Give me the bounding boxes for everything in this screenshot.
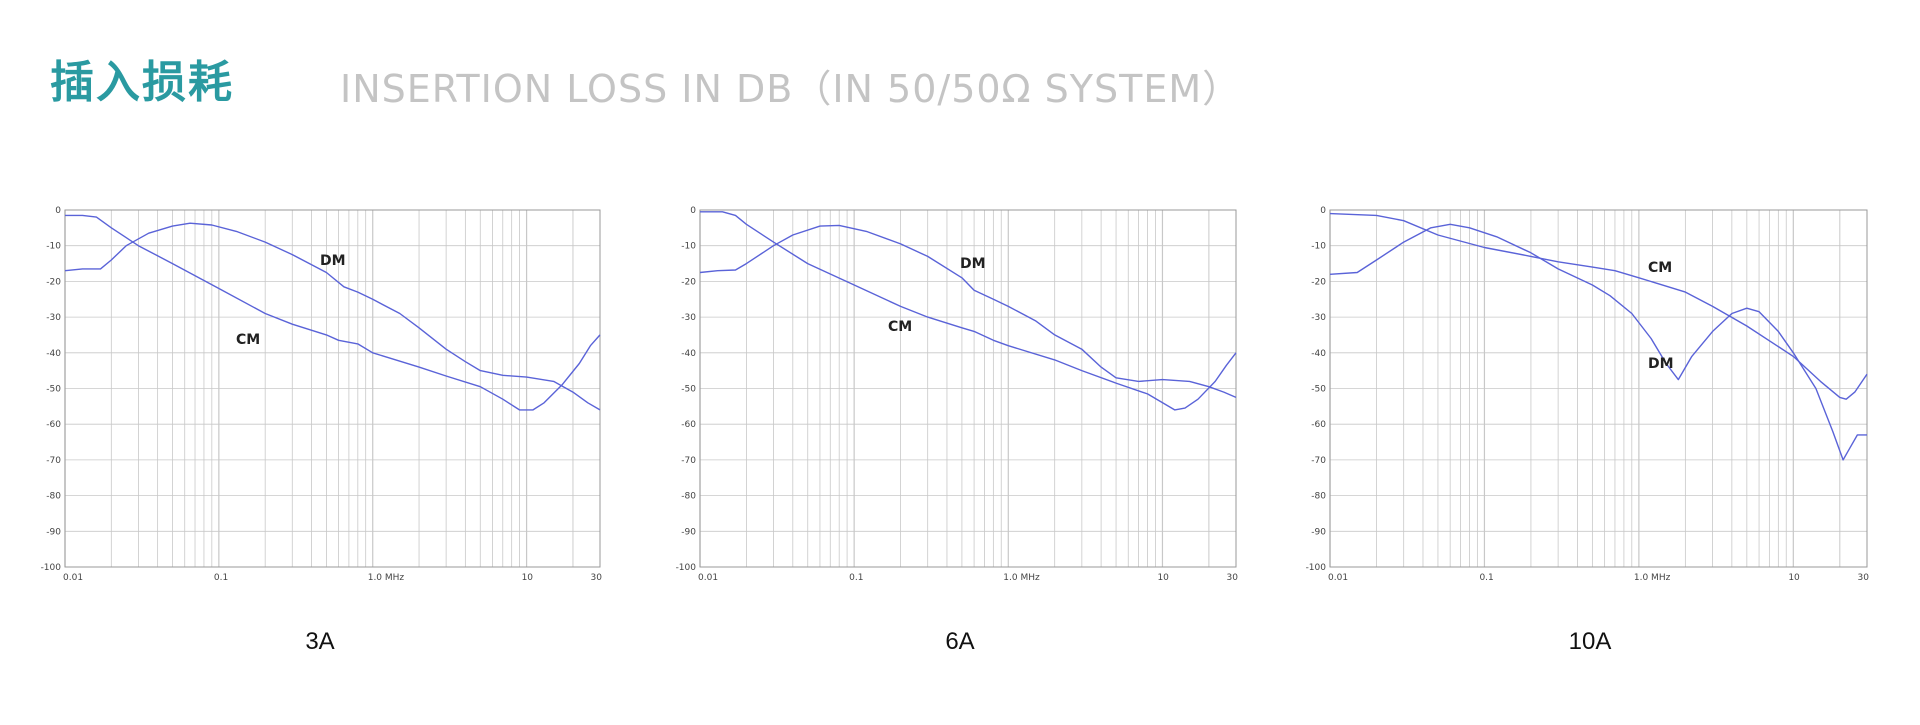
x-tick-label: 30 (1227, 573, 1239, 583)
plot-frame (64, 209, 601, 568)
y-tick-label: -100 (676, 563, 697, 573)
y-tick-label: -50 (1311, 385, 1326, 395)
y-tick-label: -100 (41, 563, 62, 573)
x-tick-label: 0.01 (63, 573, 83, 583)
y-tick-label: -20 (681, 277, 696, 287)
series-label-dm: DM (960, 256, 986, 272)
x-tick-label: 1.0 MHz (1634, 573, 1671, 583)
y-tick-label: -60 (1311, 420, 1326, 430)
y-tick-label: -50 (46, 385, 61, 395)
plot-frame (1329, 209, 1868, 568)
x-tick-label: 10 (1788, 573, 1800, 583)
y-tick-label: -70 (46, 456, 61, 466)
series-label-cm: CM (1648, 260, 1672, 276)
x-tick-label: 0.01 (1328, 573, 1348, 583)
y-tick-label: -100 (1306, 563, 1327, 573)
y-tick-label: -50 (681, 385, 696, 395)
x-tick-label: 10 (522, 573, 534, 583)
y-tick-label: 0 (1320, 206, 1326, 216)
y-tick-label: -60 (681, 420, 696, 430)
x-tick-label: 1.0 MHz (368, 573, 405, 583)
series-line-cm (700, 211, 1237, 411)
x-tick-label: 1.0 MHz (1003, 573, 1040, 583)
chart-caption-3a: 3A (305, 628, 335, 655)
y-tick-label: -40 (681, 349, 696, 359)
y-tick-label: -10 (681, 242, 696, 252)
series-line-cm (1329, 212, 1868, 400)
chart-caption-6a: 6A (945, 628, 975, 655)
y-tick-label: -40 (1311, 349, 1326, 359)
y-tick-label: -60 (46, 420, 61, 430)
y-tick-label: -20 (1311, 277, 1326, 287)
chart-caption-10a: 10A (1568, 628, 1612, 655)
y-tick-label: -30 (46, 313, 61, 323)
series-label-dm: DM (1648, 356, 1674, 372)
page-title: 插入损耗 (50, 57, 234, 108)
y-tick-label: -80 (46, 492, 61, 502)
series-line-dm (1329, 223, 1867, 461)
y-tick-label: -90 (681, 527, 696, 537)
y-tick-label: -40 (46, 349, 61, 359)
series-label-cm: CM (888, 319, 912, 335)
series-line-cm (65, 214, 601, 411)
series-label-dm: DM (320, 253, 346, 269)
x-tick-label: 0.1 (1479, 573, 1493, 583)
y-tick-label: -70 (681, 456, 696, 466)
y-tick-label: -70 (1311, 456, 1326, 466)
x-tick-label: 0.1 (214, 573, 228, 583)
series-label-cm: CM (236, 332, 260, 348)
x-tick-label: 10 (1157, 573, 1169, 583)
x-tick-label: 0.01 (698, 573, 718, 583)
y-tick-label: -80 (681, 492, 696, 502)
y-tick-label: -90 (1311, 527, 1326, 537)
y-tick-label: -10 (1311, 242, 1326, 252)
y-tick-label: -30 (1311, 313, 1326, 323)
y-tick-label: 0 (690, 206, 696, 216)
x-tick-label: 0.1 (849, 573, 863, 583)
y-tick-label: -30 (681, 313, 696, 323)
y-tick-label: -20 (46, 277, 61, 287)
series-line-dm (64, 222, 601, 411)
x-tick-label: 30 (591, 573, 603, 583)
y-tick-label: 0 (55, 206, 61, 216)
y-tick-label: -10 (46, 242, 61, 252)
y-tick-label: -90 (46, 527, 61, 537)
page-subtitle: INSERTION LOSS IN DB（IN 50/50Ω SYSTEM） (340, 67, 1242, 111)
y-tick-label: -80 (1311, 492, 1326, 502)
x-tick-label: 30 (1858, 573, 1870, 583)
plot-frame (699, 209, 1237, 568)
